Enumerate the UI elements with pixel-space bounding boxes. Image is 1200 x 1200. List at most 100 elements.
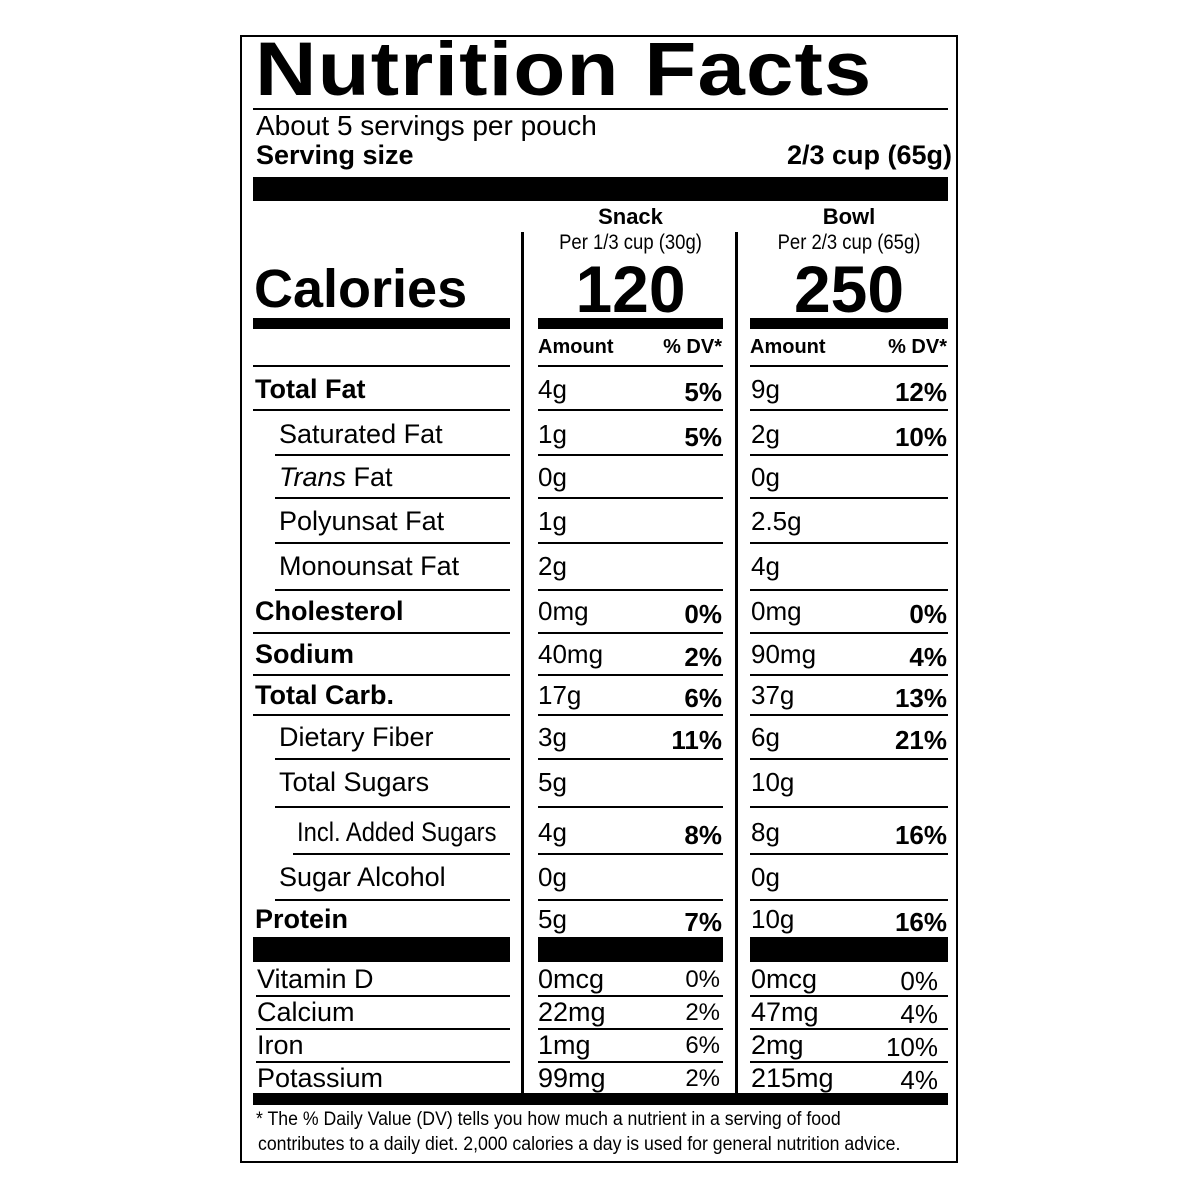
divider [750, 497, 948, 499]
divider [538, 589, 723, 591]
nutrient-label: Total Sugars [279, 767, 430, 797]
snack-amount: 0g [538, 462, 567, 492]
snack-dv: 2% [684, 642, 722, 672]
snack-amount: 2g [538, 551, 567, 581]
snack-amount: 1mg [538, 1030, 591, 1060]
snack-dv: 8% [684, 820, 722, 850]
divider [253, 674, 510, 676]
thick-divider [253, 177, 948, 201]
divider [750, 1061, 948, 1063]
divider [253, 409, 510, 411]
divider [538, 409, 723, 411]
divider [538, 674, 723, 676]
bowl-dv: 4% [900, 999, 938, 1029]
bowl-amount: 2mg [751, 1030, 804, 1060]
snack-dv: 6% [685, 1032, 720, 1059]
snack-dv: 2% [685, 999, 720, 1026]
snack-amount: 1g [538, 506, 567, 536]
bowl-amount: 4g [751, 551, 780, 581]
footnote-line-2: contributes to a daily diet. 2,000 calor… [258, 1134, 901, 1155]
divider [538, 714, 723, 716]
divider [256, 1028, 510, 1030]
divider [256, 1061, 510, 1063]
snack-dv: 2% [685, 1065, 720, 1092]
divider [750, 995, 948, 997]
divider [253, 318, 510, 329]
divider [275, 497, 510, 499]
nutrient-label: Total Fat [255, 374, 366, 404]
snack-amount: 1g [538, 419, 567, 449]
nutrient-label: Protein [255, 904, 349, 934]
divider [750, 899, 948, 901]
snack-amount: 5g [538, 904, 567, 934]
snack-amount: 0mcg [538, 964, 605, 994]
divider [750, 758, 948, 760]
vitamin-label: Iron [257, 1030, 304, 1060]
snack-amount: 17g [538, 680, 582, 710]
divider [750, 853, 948, 855]
divider [538, 497, 723, 499]
bowl-amount: 37g [751, 680, 795, 710]
bowl-amount: 47mg [751, 997, 819, 1027]
snack-amount: 40mg [538, 639, 604, 669]
bowl-dv: 12% [894, 377, 947, 407]
bowl-amount-header: Amount [750, 336, 826, 358]
snack-amount: 99mg [538, 1063, 606, 1093]
nutrient-label: Sodium [255, 639, 354, 669]
divider [275, 589, 510, 591]
snack-dv: 6% [684, 683, 722, 713]
bowl-amount: 6g [751, 722, 780, 752]
divider [538, 318, 723, 329]
label-title: Nutrition Facts [255, 27, 873, 112]
nutrition-label [240, 35, 958, 1163]
divider [750, 1028, 948, 1030]
bowl-dv: 13% [894, 683, 947, 713]
divider [538, 995, 723, 997]
snack-portion: Per 1/3 cup (30g) [559, 231, 702, 254]
divider [750, 365, 948, 367]
vitamin-label: Vitamin D [257, 964, 374, 994]
divider [750, 409, 948, 411]
snack-dv: 11% [671, 725, 722, 755]
snack-dv: 0% [684, 599, 722, 629]
snack-dv-header: % DV* [663, 336, 722, 358]
bowl-dv: 10% [885, 1032, 938, 1062]
snack-amount: 0g [538, 862, 567, 892]
divider [750, 454, 948, 456]
divider [275, 758, 510, 760]
nutrient-label: Polyunsat Fat [279, 506, 445, 536]
snack-amount: 22mg [538, 997, 606, 1027]
nutrient-label: Total Carb. [255, 680, 395, 710]
bowl-amount: 10g [751, 767, 795, 797]
divider [538, 1061, 723, 1063]
snack-column-name: Snack [598, 204, 663, 229]
nutrient-label-text: Fat [346, 462, 393, 492]
thick-divider [253, 1093, 948, 1105]
bowl-amount: 0g [751, 862, 780, 892]
divider [275, 454, 510, 456]
snack-amount: 0mg [538, 596, 589, 626]
divider [538, 853, 723, 855]
divider [256, 995, 510, 997]
bowl-dv: 0% [900, 966, 938, 996]
column-divider [735, 232, 738, 1094]
calories-label: Calories [254, 259, 468, 319]
nutrient-label-italic: Trans [279, 462, 347, 492]
thick-divider [538, 937, 723, 962]
nutrient-label: Dietary Fiber [279, 722, 434, 752]
divider [750, 632, 948, 634]
divider [275, 542, 510, 544]
divider [293, 853, 510, 855]
vitamin-label: Calcium [257, 997, 355, 1027]
bowl-amount: 9g [751, 374, 780, 404]
divider [275, 806, 510, 808]
bowl-amount: 0g [751, 462, 780, 492]
snack-amount-header: Amount [538, 336, 614, 358]
bowl-dv: 16% [894, 820, 947, 850]
nutrient-label: Monounsat Fat [279, 551, 460, 581]
snack-dv: 0% [685, 966, 720, 993]
snack-amount: 4g [538, 374, 567, 404]
divider [538, 899, 723, 901]
bowl-dv: 21% [894, 725, 947, 755]
divider [538, 1028, 723, 1030]
